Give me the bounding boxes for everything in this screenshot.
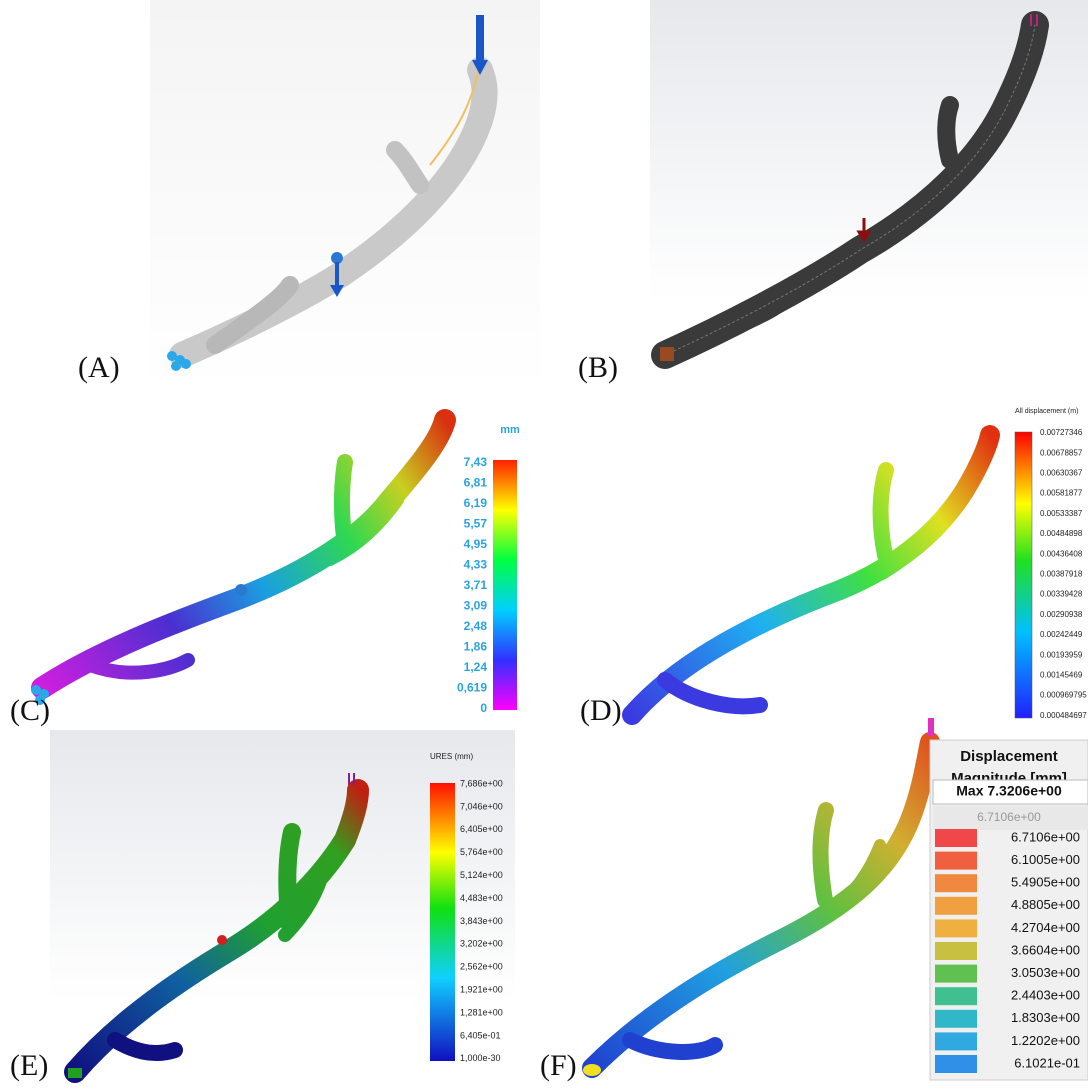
legend-swatch bbox=[935, 919, 977, 937]
legend-current: 6.7106e+00 bbox=[977, 810, 1041, 824]
legend-label: 5.4905e+00 bbox=[1011, 875, 1080, 890]
antler-tine bbox=[287, 832, 292, 925]
legend-label: 0.00145469 bbox=[1040, 671, 1083, 680]
legend-label: 1,281e+00 bbox=[460, 1007, 503, 1017]
legend-label: 5,764e+00 bbox=[460, 847, 503, 857]
antler-tine bbox=[821, 810, 826, 900]
legend-label: 0.00533387 bbox=[1040, 509, 1083, 518]
legend-label: 6,405e+00 bbox=[460, 824, 503, 834]
load-arrow bbox=[476, 15, 484, 65]
legend-label: 7,43 bbox=[464, 455, 488, 469]
legend-label: 0.00290938 bbox=[1040, 610, 1083, 619]
panel-label: (F) bbox=[540, 1049, 577, 1082]
legend-label: 0,619 bbox=[457, 681, 487, 695]
legend-label: 6,19 bbox=[464, 496, 488, 510]
legend-label: 0.000969795 bbox=[1040, 691, 1087, 700]
legend-swatch bbox=[935, 1055, 977, 1073]
legend-label: 0.00581877 bbox=[1040, 489, 1083, 498]
legend-label: 3,09 bbox=[464, 599, 488, 613]
legend-label: 6,405e-01 bbox=[460, 1030, 501, 1040]
legend-label: 0.00484898 bbox=[1040, 529, 1083, 538]
load-arrow bbox=[928, 718, 934, 736]
legend-label: 1,24 bbox=[464, 660, 488, 674]
antler bbox=[592, 742, 930, 1068]
legend-swatch bbox=[935, 829, 977, 847]
legend-label: 2,562e+00 bbox=[460, 962, 503, 972]
color-bar bbox=[430, 783, 455, 1061]
panel-label: (A) bbox=[78, 351, 120, 384]
legend-label: 2,48 bbox=[464, 619, 488, 633]
legend-label: 2.4403e+00 bbox=[1011, 988, 1080, 1003]
legend-label: 5,57 bbox=[464, 517, 488, 531]
legend-label: 0.00242449 bbox=[1040, 630, 1083, 639]
legend-label: 3,843e+00 bbox=[460, 916, 503, 926]
legend-swatch bbox=[935, 874, 977, 892]
antler bbox=[632, 435, 990, 715]
legend-label: 1,000e-30 bbox=[460, 1053, 501, 1063]
legend-swatch bbox=[935, 942, 977, 960]
fixture bbox=[660, 347, 674, 361]
legend-label: 0.00339428 bbox=[1040, 590, 1083, 599]
legend-title: Displacement bbox=[960, 748, 1058, 765]
panel-label: (B) bbox=[578, 351, 618, 384]
legend-swatch bbox=[935, 965, 977, 983]
color-bar bbox=[493, 460, 517, 710]
legend-label: 6.1005e+00 bbox=[1011, 852, 1080, 867]
legend-label: 4,483e+00 bbox=[460, 893, 503, 903]
legend-label: 4.8805e+00 bbox=[1011, 897, 1080, 912]
load-point bbox=[235, 584, 247, 596]
legend-label: 4,33 bbox=[464, 558, 488, 572]
panel-label: (C) bbox=[10, 694, 50, 727]
legend-swatch bbox=[935, 897, 977, 915]
legend-label: 0.00678857 bbox=[1040, 448, 1083, 457]
legend-label: 4,95 bbox=[464, 537, 488, 551]
legend-label: 6.1021e-01 bbox=[1014, 1055, 1080, 1070]
legend-label: 0.00630367 bbox=[1040, 469, 1083, 478]
fixture bbox=[583, 1064, 601, 1076]
legend-label: 5,124e+00 bbox=[460, 870, 503, 880]
legend-swatch bbox=[935, 987, 977, 1005]
color-bar bbox=[1015, 432, 1032, 718]
legend-label: 0.00436408 bbox=[1040, 549, 1083, 558]
legend-label: 0 bbox=[480, 701, 487, 715]
legend-label: 0.00727346 bbox=[1040, 428, 1083, 437]
figure: (A) (B) (C) (D) (E) (F) mm 7,43 6,81 6,19 5,… bbox=[0, 0, 1088, 1086]
legend-label: 6.7106e+00 bbox=[1011, 829, 1080, 844]
panel-label: (E) bbox=[10, 1049, 48, 1082]
antler-tine bbox=[881, 470, 886, 555]
antler-tine bbox=[665, 680, 760, 706]
legend-max: Max 7.3206e+00 bbox=[956, 783, 1062, 799]
legend-label: 3.6604e+00 bbox=[1011, 942, 1080, 957]
legend-swatch bbox=[935, 852, 977, 870]
legend-label: 3,202e+00 bbox=[460, 939, 503, 949]
legend-label: 7,046e+00 bbox=[460, 801, 503, 811]
antler-tine bbox=[115, 1040, 175, 1053]
legend-label: 1,86 bbox=[464, 640, 488, 654]
load-point bbox=[217, 935, 227, 945]
legend-swatch bbox=[935, 1010, 977, 1028]
antler-tine bbox=[630, 1040, 715, 1052]
legend-label: 0.00387918 bbox=[1040, 570, 1083, 579]
legend-label: 7,686e+00 bbox=[460, 778, 503, 788]
legend-label: 1,921e+00 bbox=[460, 984, 503, 994]
legend-label: 0.000484697 bbox=[1040, 711, 1087, 720]
antler-tine bbox=[342, 462, 345, 545]
legend-title: All displacement (m) bbox=[1015, 408, 1078, 415]
panel-label: (D) bbox=[580, 694, 622, 727]
legend-label: 3.0503e+00 bbox=[1011, 965, 1080, 980]
legend-title: mm bbox=[500, 424, 520, 436]
legend-label: 6,81 bbox=[464, 476, 488, 490]
antler bbox=[42, 420, 445, 688]
legend-label: 4.2704e+00 bbox=[1011, 920, 1080, 935]
antler-tine bbox=[946, 105, 950, 160]
legend-label: 0.00193959 bbox=[1040, 650, 1083, 659]
legend-label: 1.8303e+00 bbox=[1011, 1010, 1080, 1025]
legend-label: 3,71 bbox=[464, 578, 488, 592]
legend-label: 1.2202e+00 bbox=[1011, 1033, 1080, 1048]
legend-swatch bbox=[935, 1032, 977, 1050]
legend-title: URES (mm) bbox=[430, 752, 473, 761]
fixture bbox=[68, 1068, 82, 1078]
